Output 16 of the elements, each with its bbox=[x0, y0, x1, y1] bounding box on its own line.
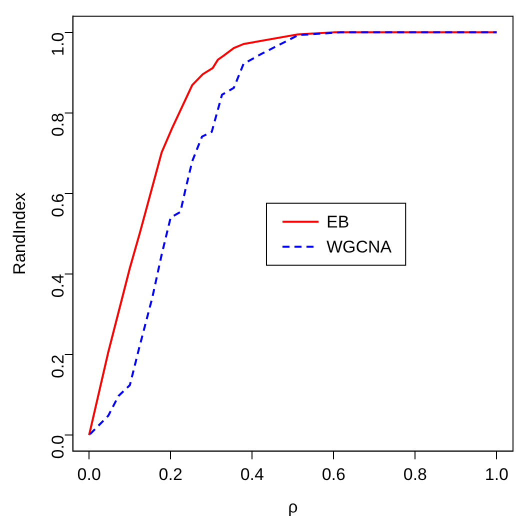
x-axis-title: ρ bbox=[288, 497, 298, 516]
x-tick-label: 1.0 bbox=[484, 465, 509, 484]
legend-label: WGCNA bbox=[326, 237, 392, 256]
y-tick-label: 0.0 bbox=[48, 435, 68, 459]
x-tick-label: 0.2 bbox=[158, 465, 182, 484]
x-tick-label: 0.4 bbox=[240, 465, 264, 484]
y-tick-label: 0.6 bbox=[48, 193, 68, 218]
y-tick-label: 0.2 bbox=[48, 354, 68, 378]
x-tick-label: 0.0 bbox=[77, 465, 101, 484]
y-axis-title: RandIndex bbox=[10, 192, 29, 275]
y-tick-label: 0.8 bbox=[48, 112, 68, 137]
x-tick-label: 0.6 bbox=[322, 465, 346, 484]
legend-label: EB bbox=[326, 212, 350, 232]
y-tick-label: 0.4 bbox=[48, 274, 68, 298]
x-tick-label: 0.8 bbox=[403, 465, 427, 484]
y-tick-label: 1.0 bbox=[48, 32, 68, 56]
